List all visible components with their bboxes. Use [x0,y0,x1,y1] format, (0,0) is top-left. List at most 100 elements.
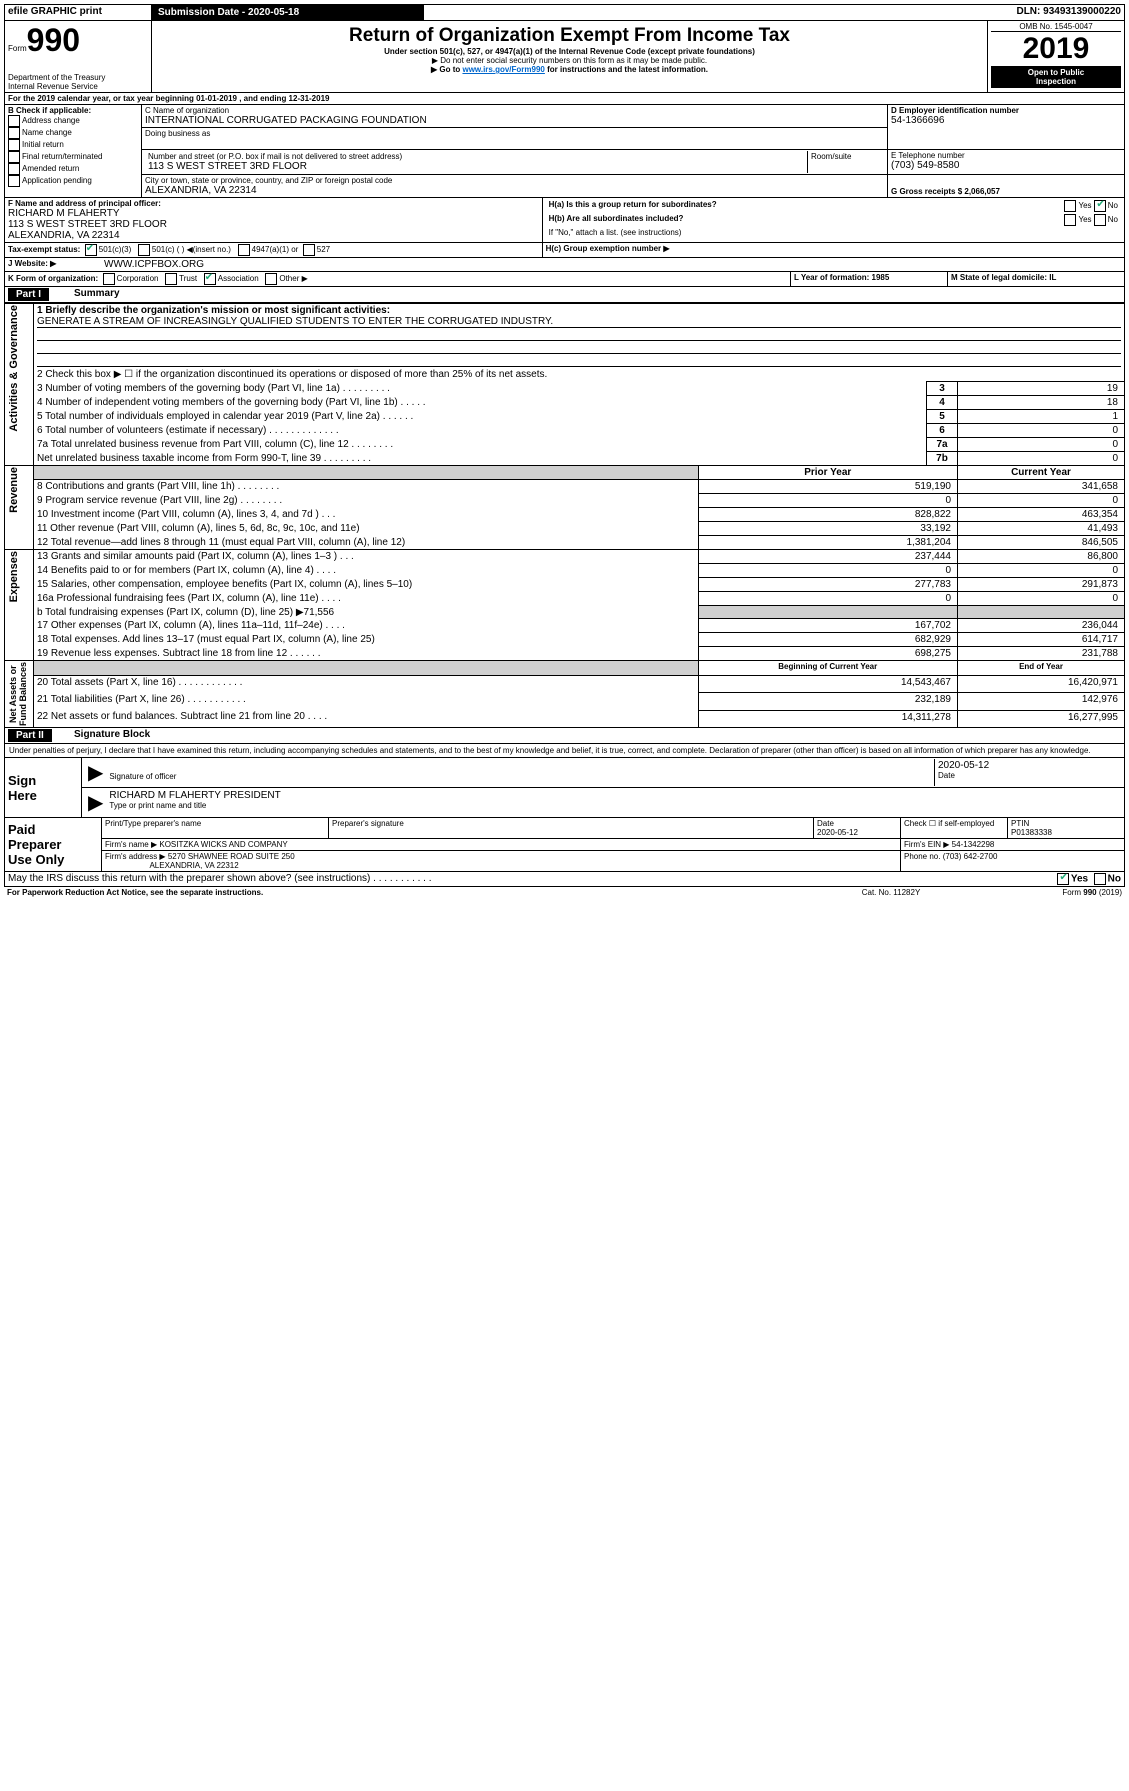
cb-4947[interactable] [238,244,250,256]
v5: 1 [958,410,1125,424]
cb-discuss-no[interactable] [1094,873,1106,885]
note-ssn: ▶ Do not enter social security numbers o… [155,56,984,65]
l11: 11 Other revenue (Part VIII, column (A),… [34,522,699,536]
l18: 18 Total expenses. Add lines 13–17 (must… [34,633,699,647]
officer-name: RICHARD M FLAHERTY [8,208,539,219]
form-number: 990 [27,22,80,58]
form-footer: Form 990 (2019) [1062,888,1122,897]
cb-hb-yes[interactable] [1064,214,1076,226]
hb-note: If "No," attach a list. (see instruction… [546,227,1121,238]
form-title: Return of Organization Exempt From Incom… [155,25,984,47]
v7b: 0 [958,452,1125,466]
cb-amended[interactable] [8,163,20,175]
d-label: D Employer identification number [891,106,1121,115]
dba-label: Doing business as [145,129,884,138]
pra: For Paperwork Reduction Act Notice, see … [4,887,813,898]
cb-trust[interactable] [165,273,177,285]
cb-pending[interactable] [8,175,20,187]
mission-a: GENERATE A STREAM OF INCREASINGLY QUALIF… [37,316,1121,328]
entity-info: B Check if applicable: Address change Na… [4,105,1125,198]
sig-date-label: Date [938,771,1118,780]
l-year: L Year of formation: 1985 [791,272,948,287]
cb-corp[interactable] [103,273,115,285]
current-header: Current Year [958,466,1125,480]
sig-label: Signature of officer [109,772,931,781]
box-b-label: B Check if applicable: [8,106,138,115]
addr-label: Firm's address ▶ [105,852,166,861]
sign-here: Sign Here [5,758,82,818]
e-label: E Telephone number [891,151,1121,160]
l15: 15 Salaries, other compensation, employe… [34,578,699,592]
dept-label: Department of the Treasury Internal Reve… [8,73,148,91]
l13: 13 Grants and similar amounts paid (Part… [34,550,699,564]
side-exp: Expenses [8,551,20,602]
part2-label: Part II [8,729,52,742]
cb-ha-yes[interactable] [1064,200,1076,212]
ha: H(a) Is this a group return for subordin… [549,200,717,209]
v7a: 0 [958,438,1125,452]
hc: H(c) Group exemption number ▶ [546,244,670,253]
l19: 19 Revenue less expenses. Subtract line … [34,647,699,661]
officer-printed: RICHARD M FLAHERTY PRESIDENT [109,790,1118,801]
cb-501c3[interactable] [85,244,97,256]
firm-phone: Phone no. (703) 642-2700 [901,851,1125,872]
v3: 19 [958,382,1125,396]
cb-other[interactable] [265,273,277,285]
cat-no: Cat. No. 11282Y [813,887,969,898]
prep-h2: Preparer's signature [329,818,814,839]
j-label: J Website: ▶ [5,258,102,272]
submission-date: Submission Date - 2020-05-18 [152,5,425,21]
cb-final[interactable] [8,151,20,163]
paid-here: Paid Preparer Use Only [5,818,102,872]
prep-check: Check ☐ if self-employed [901,818,1008,839]
cb-name-change[interactable] [8,127,20,139]
cb-initial[interactable] [8,139,20,151]
l2: 2 Check this box ▶ ☐ if the organization… [34,368,1125,382]
prep-date: 2020-05-12 [817,828,897,837]
part1-label: Part I [8,288,49,301]
dln: DLN: 93493139000220 [918,5,1125,21]
omb: OMB No. 1545-0047 [991,22,1121,32]
l12: 12 Total revenue—add lines 8 through 11 … [34,536,699,550]
part2-title: Signature Block [71,728,1125,744]
side-net: Net Assets or Fund Balances [8,662,28,726]
summary-table: Activities & Governance 1 Briefly descri… [4,303,1125,728]
l4: 4 Number of independent voting members o… [34,396,927,410]
l10: 10 Investment income (Part VIII, column … [34,508,699,522]
firm-ein: Firm's EIN ▶ 54-1342298 [901,839,1125,851]
cb-ha-no[interactable] [1094,200,1106,212]
efile-label[interactable]: efile GRAPHIC print [8,6,102,17]
top-bar: efile GRAPHIC print Submission Date - 20… [4,4,1125,21]
cb-discuss-yes[interactable] [1057,873,1069,885]
sign-block: Sign Here ▶ Signature of officer 2020-05… [4,757,1125,818]
officer-addr2: ALEXANDRIA, VA 22314 [8,230,539,241]
goto-post: for instructions and the latest informat… [545,65,708,74]
l16a: 16a Professional fundraising fees (Part … [34,592,699,606]
perjury: Under penalties of perjury, I declare th… [4,744,1125,757]
form-subtitle: Under section 501(c), 527, or 4947(a)(1)… [155,47,984,56]
discuss: May the IRS discuss this return with the… [5,872,999,887]
cb-assoc[interactable] [204,273,216,285]
cb-hb-no[interactable] [1094,214,1106,226]
mission-q: 1 Briefly describe the organization's mi… [37,305,1121,316]
prep-h3: Date [817,819,897,828]
c-name-label: C Name of organization [145,106,884,115]
website: WWW.ICPFBOX.ORG [101,258,1125,272]
cb-501c[interactable] [138,244,150,256]
firm-addr2: ALEXANDRIA, VA 22312 [149,861,238,870]
paid-preparer: Paid Preparer Use Only Print/Type prepar… [4,818,1125,872]
v4: 18 [958,396,1125,410]
street: 113 S WEST STREET 3RD FLOOR [148,161,804,172]
k-label: K Form of organization: [8,274,98,283]
goto-pre: ▶ Go to [431,65,462,74]
city: ALEXANDRIA, VA 22314 [145,185,884,196]
f-label: F Name and address of principal officer: [8,199,539,208]
m-state: M State of legal domicile: IL [948,272,1125,287]
side-gov: Activities & Governance [8,305,20,432]
part1-title: Summary [71,287,1125,303]
cb-527[interactable] [303,244,315,256]
cb-address-change[interactable] [8,115,20,127]
l7b: Net unrelated business taxable income fr… [34,452,927,466]
irs-link[interactable]: www.irs.gov/Form990 [462,65,544,74]
boy-header: Beginning of Current Year [698,661,957,676]
